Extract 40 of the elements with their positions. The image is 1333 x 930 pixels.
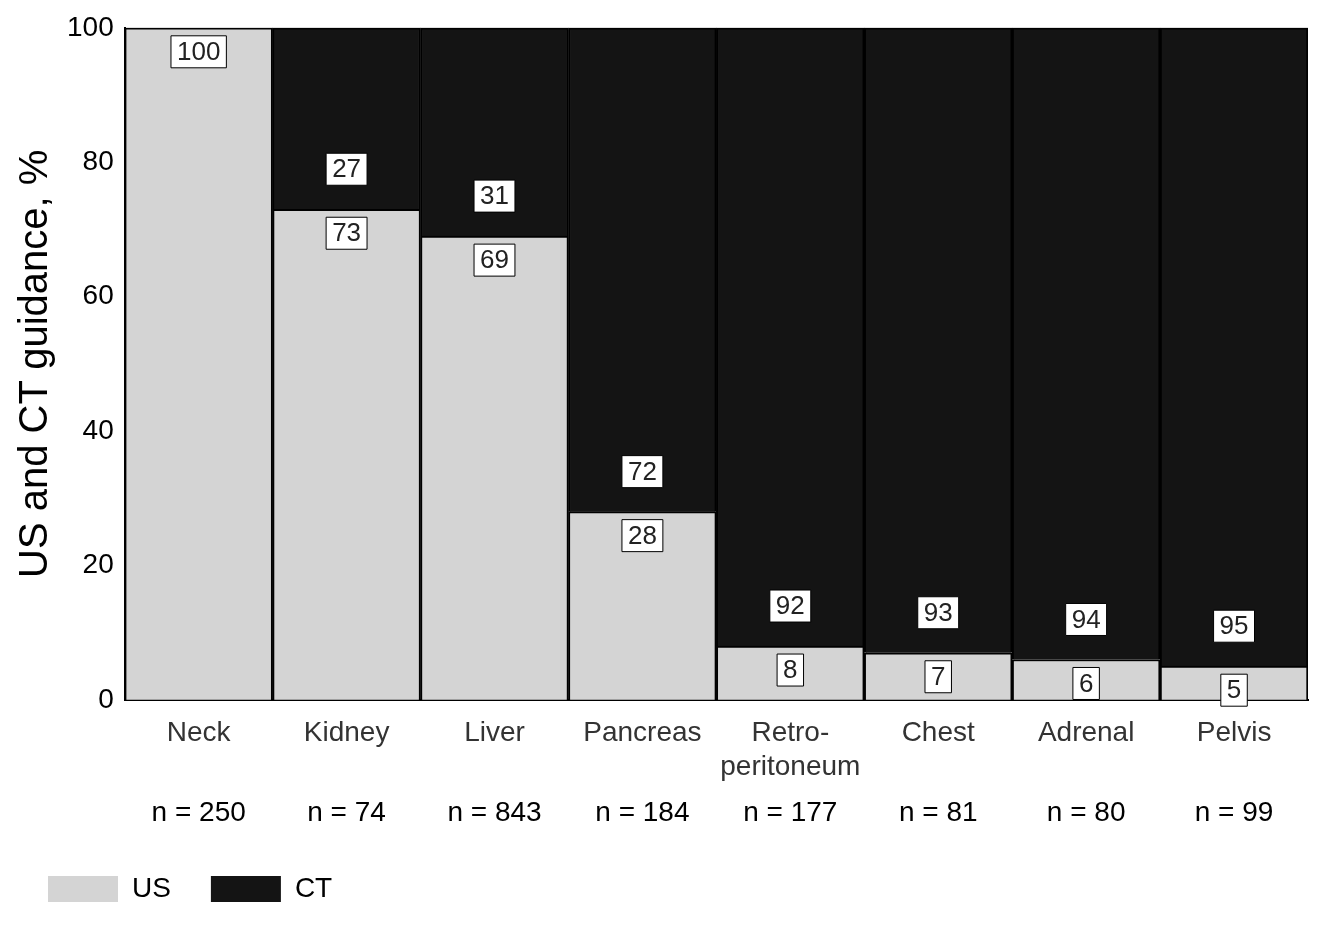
text: n = 184 bbox=[595, 795, 690, 827]
text: n = 99 bbox=[1194, 795, 1274, 827]
data-label: 95 bbox=[1219, 610, 1249, 641]
y-tick-label: 80 bbox=[82, 144, 114, 176]
y-tick-label: 60 bbox=[82, 279, 114, 311]
x-tick-label: Chest bbox=[901, 716, 976, 748]
text: n = 177 bbox=[743, 795, 838, 827]
legend-label: CT bbox=[294, 871, 333, 903]
data-label: 73 bbox=[332, 217, 362, 248]
x-tick-label: Adrenal bbox=[1037, 716, 1135, 748]
x-tick-label: Pancreas bbox=[583, 716, 702, 748]
text: n = 74 bbox=[307, 795, 386, 827]
data-label: 28 bbox=[627, 519, 657, 550]
data-label: 6 bbox=[1078, 667, 1094, 698]
y-tick-label: 20 bbox=[82, 548, 114, 580]
x-tick-label: Retro-peritoneum bbox=[720, 716, 861, 781]
y-axis-title: US and CT guidance, % bbox=[11, 149, 56, 578]
text: n = 81 bbox=[898, 795, 978, 827]
x-tick-label: Neck bbox=[166, 716, 232, 748]
legend-label: US bbox=[132, 871, 171, 903]
data-label: 93 bbox=[923, 596, 953, 627]
text: n = 250 bbox=[151, 795, 246, 827]
y-tick-label: 100 bbox=[67, 10, 114, 42]
data-label: 5 bbox=[1226, 674, 1242, 705]
data-label: 7 bbox=[930, 660, 946, 691]
data-label: 27 bbox=[332, 153, 362, 184]
x-tick-label: Liver bbox=[464, 716, 525, 748]
x-tick-label: Kidney bbox=[303, 716, 390, 748]
data-label: 100 bbox=[176, 35, 221, 66]
data-label: 69 bbox=[480, 244, 509, 275]
data-label: 72 bbox=[627, 455, 657, 486]
data-label: 92 bbox=[775, 590, 805, 621]
y-tick-label: 40 bbox=[82, 413, 114, 445]
data-label: 94 bbox=[1071, 603, 1101, 634]
data-label: 8 bbox=[783, 654, 798, 685]
text: n = 843 bbox=[447, 795, 542, 827]
text: n = 80 bbox=[1046, 795, 1126, 827]
data-label: 31 bbox=[480, 180, 509, 211]
y-tick-label: 0 bbox=[98, 682, 114, 714]
x-tick-label: Pelvis bbox=[1196, 716, 1272, 748]
